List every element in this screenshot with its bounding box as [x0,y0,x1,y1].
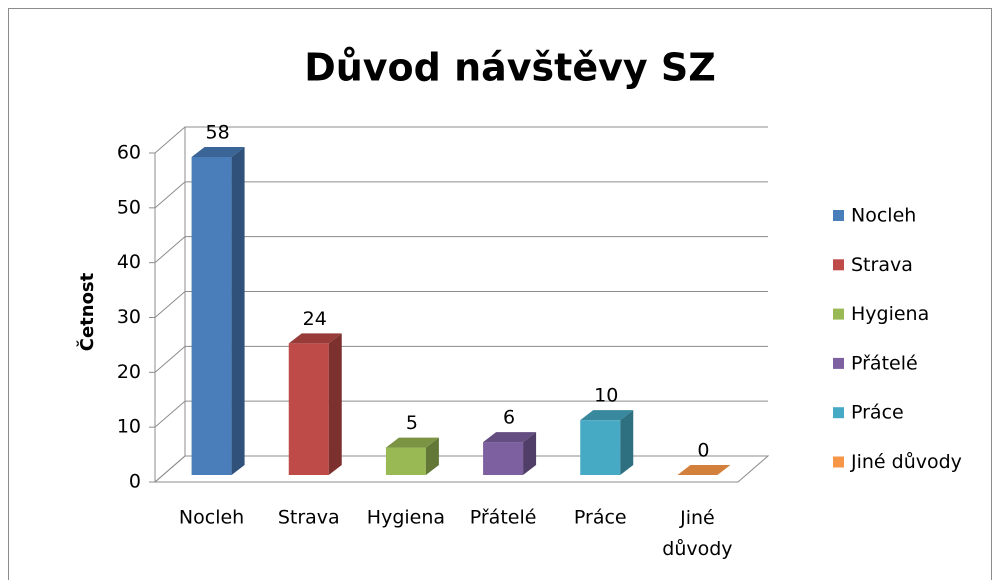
bar-top [580,410,634,421]
bar-front [483,442,524,475]
bar [385,437,439,475]
data-label: 6 [503,407,515,429]
legend-swatch [833,456,844,468]
bar-front [580,420,621,475]
legend-label: Nocleh [851,205,916,227]
x-tick-label: Strava [278,507,340,529]
grid-line [154,345,768,373]
grid-line [154,236,768,264]
chart-border [8,8,992,580]
bar-top [288,333,342,344]
bar-top [191,146,245,157]
legend-swatch [833,308,844,320]
grid-line [154,400,768,428]
bar-side [425,437,439,475]
data-label: 58 [205,121,229,143]
bar-side [620,410,634,475]
y-tick-label: 50 [117,196,141,218]
bar-front [191,156,232,475]
bar [677,465,731,475]
bar-side [328,333,342,475]
bar [288,333,342,475]
legend-label: Hygiena [851,303,929,325]
x-tick-label: Přátelé [470,507,537,529]
data-label: 0 [697,440,709,462]
bar-front [385,447,426,475]
floor [153,455,770,483]
y-tick-label: 60 [117,142,141,164]
legend-swatch [833,210,844,221]
legend-swatch [833,259,844,271]
bar-side [231,146,245,475]
y-tick-label: 40 [117,251,141,273]
y-tick-label: 0 [129,471,141,493]
bar-top [483,432,537,443]
bar [483,432,537,475]
data-label: 5 [406,412,418,434]
x-tick-label: Nocleh [179,507,244,529]
bar-side [523,432,537,475]
bar-top [385,437,439,448]
y-tick-label: 10 [117,416,141,438]
x-tick-label: Jiné důvody [662,507,732,560]
grid-line [154,455,768,483]
legend-label: Jiné důvody [850,451,962,473]
bar-top [677,465,731,475]
bar [191,146,245,475]
y-axis-label: Četnost [76,272,98,351]
x-tick-label: Hygiena [367,507,445,529]
data-label: 10 [594,385,618,407]
legend-label: Přátelé [851,352,918,374]
bar [580,410,634,475]
data-label: 24 [303,308,327,330]
bar-front [288,343,329,475]
legend-label: Práce [851,402,904,424]
y-tick-label: 20 [117,361,141,383]
grid-line [154,181,768,209]
legend-label: Strava [851,254,913,276]
grid-line [154,126,768,154]
legend-swatch [833,357,844,369]
x-tick-label: Práce [574,507,627,529]
grid-line [154,291,768,318]
legend-swatch [833,407,844,419]
chart-title: Důvod návštěvy SZ [304,46,716,90]
y-tick-label: 30 [117,306,141,328]
